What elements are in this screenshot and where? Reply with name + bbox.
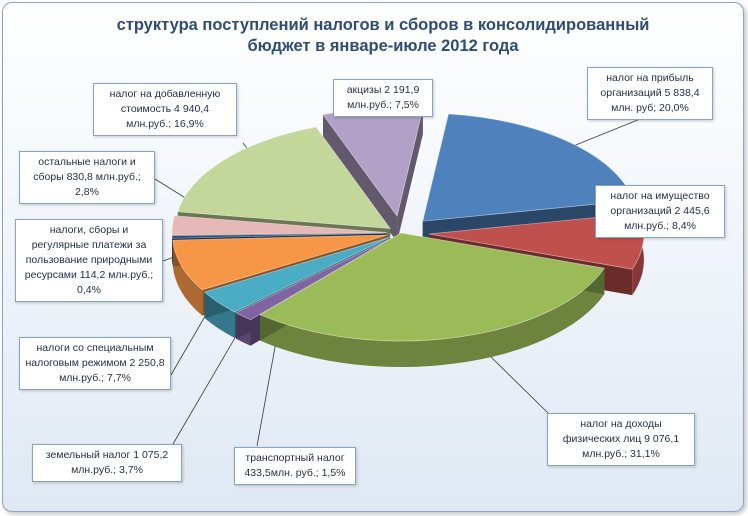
slice-label-special-regime: налоги со специальным налоговым режимом … bbox=[19, 337, 171, 390]
chart-title: структура поступлений налогов и сборов в… bbox=[63, 15, 703, 57]
slice-label-profit-tax: налог на прибыль организаций 5 838,4 млн… bbox=[587, 67, 713, 120]
slice-label-other-taxes: остальные налоги и сборы 830,8 млн.руб.;… bbox=[19, 151, 155, 204]
slice-label-natural-resources: налоги, сборы и регулярные платежи за по… bbox=[15, 219, 163, 302]
chart-title-line-1: структура поступлений налогов и сборов в… bbox=[116, 16, 650, 34]
slice-label-transport-tax: транспортный налог 433,5млн. руб.; 1,5% bbox=[234, 447, 356, 485]
slice-4-top bbox=[203, 236, 391, 313]
slice-9-wall-1 bbox=[397, 108, 423, 243]
slice-label-land-tax: земельный налог 1 075,2 млн.руб.; 3,7% bbox=[32, 444, 182, 482]
slice-2-rim bbox=[260, 268, 605, 367]
slice-9-wall-0 bbox=[323, 114, 398, 243]
slice-label-vat: налог на добавленную стоимость 4 940,4 м… bbox=[93, 83, 237, 136]
slice-3-top bbox=[235, 237, 392, 321]
slice-5-rim bbox=[172, 240, 203, 316]
slice-label-personal-income-tax: налог на доходы физических лиц 9 076,1 м… bbox=[547, 413, 695, 466]
slice-label-property-tax: налог на имущество организаций 2 445,6 м… bbox=[595, 185, 725, 238]
slice-2-top bbox=[259, 232, 605, 342]
slice-7-top bbox=[171, 215, 388, 236]
slice-5-top bbox=[172, 234, 388, 291]
slice-tops bbox=[171, 107, 645, 342]
slice-label-excise: акцизы 2 191,9 млн.руб.; 7,5% bbox=[333, 79, 433, 117]
slice-8-top bbox=[177, 126, 392, 230]
slice-6-top bbox=[171, 232, 388, 239]
chart-title-line-2: бюджет в январе-июле 2012 года bbox=[247, 37, 519, 55]
